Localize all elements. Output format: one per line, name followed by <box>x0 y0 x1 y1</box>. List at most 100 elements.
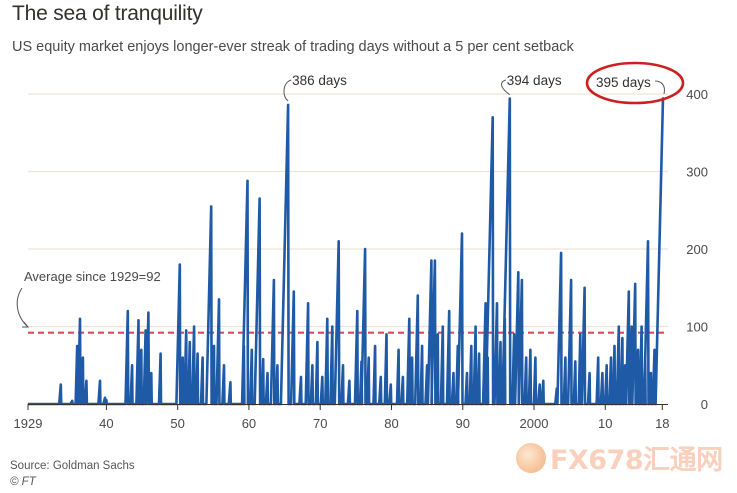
series-point-91 <box>555 387 558 390</box>
annotation-label-1: 394 days <box>507 73 562 88</box>
average-pointer-head <box>22 321 30 328</box>
series-point-37 <box>287 103 290 106</box>
series-point-113 <box>647 240 649 243</box>
series-point-1 <box>71 400 74 402</box>
x-tick-label-80: 80 <box>384 416 398 431</box>
series-point-19 <box>185 329 188 332</box>
x-tick-label-50: 50 <box>170 416 184 431</box>
average-label: Average since 1929=92 <box>24 269 161 284</box>
series-point-77 <box>486 356 489 359</box>
series-point-73 <box>470 344 473 347</box>
series-point-70 <box>456 344 459 347</box>
series-point-105 <box>621 337 624 340</box>
series-point-69 <box>452 372 455 374</box>
series-point-36 <box>276 364 279 367</box>
series-point-11 <box>137 319 140 322</box>
y-tick-label-300: 300 <box>686 165 708 180</box>
watermark-text: FX678汇通网 <box>550 445 723 476</box>
series-point-43 <box>321 375 324 378</box>
series-point-51 <box>364 248 367 250</box>
series-point-60 <box>411 356 414 359</box>
series-point-7 <box>104 396 106 399</box>
x-tick-label-60: 60 <box>242 416 256 431</box>
series-point-14 <box>147 311 150 314</box>
series-point-95 <box>574 360 577 363</box>
series-point-39 <box>300 375 302 378</box>
series-point-58 <box>401 375 404 378</box>
x-tick-label-2000: 2000 <box>520 416 549 431</box>
series-point-34 <box>266 372 269 374</box>
series-point-84 <box>517 271 520 274</box>
series-point-28 <box>229 381 232 384</box>
series-point-47 <box>342 364 344 367</box>
series-point-109 <box>634 282 637 285</box>
series-point-52 <box>367 356 370 359</box>
series-point-90 <box>542 379 545 382</box>
series-point-115 <box>653 348 656 351</box>
series-point-5 <box>85 379 88 382</box>
annotation-pointer-2 <box>654 80 665 94</box>
series-point-49 <box>356 310 359 312</box>
series-point-76 <box>484 302 487 305</box>
series-point-92 <box>560 251 562 254</box>
series-point-68 <box>448 310 451 312</box>
chart-title: The sea of tranquility <box>12 2 203 25</box>
highlight-circle <box>585 61 685 105</box>
y-tick-label-200: 200 <box>686 242 708 257</box>
series-point-50 <box>360 360 363 363</box>
annotation-pointer-1 <box>501 79 511 96</box>
series-point-10 <box>131 364 133 367</box>
series-point-21 <box>193 325 195 328</box>
series-point-66 <box>436 333 439 336</box>
series-point-42 <box>316 341 319 343</box>
series-point-81 <box>503 317 506 320</box>
series-point-4 <box>81 356 84 359</box>
series-point-17 <box>178 263 181 266</box>
x-tick-label-90: 90 <box>456 416 470 431</box>
average-pointer <box>16 287 29 328</box>
series-point-114 <box>649 372 652 374</box>
streak-series-line <box>28 97 665 406</box>
series-point-78 <box>491 116 494 119</box>
series-point-110 <box>637 348 639 351</box>
series-point-88 <box>534 356 537 359</box>
series-point-27 <box>223 364 225 367</box>
x-tick-label-1929: 1929 <box>14 416 43 431</box>
series-point-75 <box>478 352 481 355</box>
annotation-label-0: 386 days <box>292 73 347 88</box>
series-point-85 <box>520 279 523 281</box>
series-point-32 <box>258 197 261 200</box>
series-point-46 <box>337 240 340 243</box>
series-point-31 <box>250 348 253 351</box>
series-point-45 <box>331 325 334 328</box>
series-point-30 <box>246 179 249 182</box>
ft-credit: © FT <box>10 476 36 488</box>
series-point-16 <box>159 352 162 355</box>
series-point-61 <box>416 294 419 297</box>
series-point-20 <box>188 341 191 343</box>
series-point-108 <box>630 325 633 328</box>
annotation-label-2: 395 days <box>596 75 651 90</box>
series-point-101 <box>605 364 608 367</box>
series-point-67 <box>441 325 444 328</box>
series-point-99 <box>597 356 600 359</box>
series-point-15 <box>150 372 153 374</box>
series-point-33 <box>262 358 265 360</box>
series-point-79 <box>496 302 498 305</box>
series-point-44 <box>326 317 329 320</box>
fx678-logo-icon <box>516 442 546 473</box>
series-point-35 <box>272 279 275 281</box>
series-point-89 <box>538 383 541 386</box>
series-point-74 <box>474 325 477 328</box>
series-point-25 <box>213 344 215 347</box>
series-point-6 <box>99 379 101 382</box>
series-point-41 <box>311 364 314 367</box>
series-point-53 <box>374 344 376 347</box>
series-point-48 <box>348 379 351 382</box>
series-point-97 <box>583 286 586 289</box>
series-point-59 <box>408 317 411 320</box>
series-point-87 <box>529 348 532 351</box>
series-point-18 <box>181 356 184 359</box>
y-tick-label-0: 0 <box>701 397 708 412</box>
series-point-83 <box>513 333 515 336</box>
